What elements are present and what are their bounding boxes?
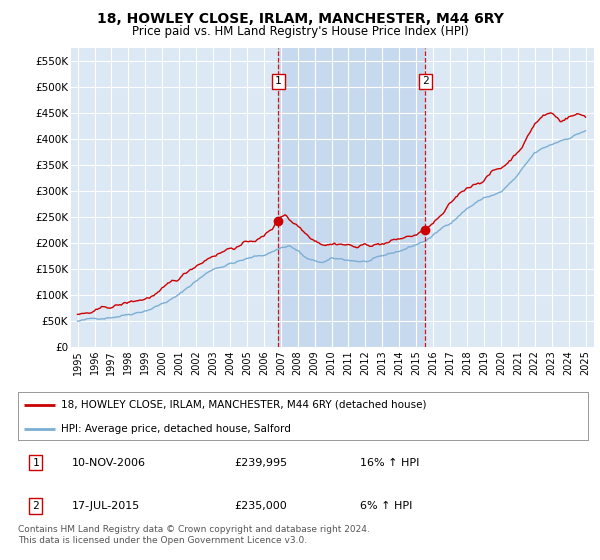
Text: 17-JUL-2015: 17-JUL-2015 <box>72 501 140 511</box>
Bar <box>278 48 425 347</box>
Text: Contains HM Land Registry data © Crown copyright and database right 2024.
This d: Contains HM Land Registry data © Crown c… <box>18 525 370 545</box>
Text: 18, HOWLEY CLOSE, IRLAM, MANCHESTER, M44 6RY: 18, HOWLEY CLOSE, IRLAM, MANCHESTER, M44… <box>97 12 503 26</box>
Text: 18, HOWLEY CLOSE, IRLAM, MANCHESTER, M44 6RY (detached house): 18, HOWLEY CLOSE, IRLAM, MANCHESTER, M44… <box>61 400 426 410</box>
Text: 16% ↑ HPI: 16% ↑ HPI <box>360 458 419 468</box>
Text: 6% ↑ HPI: 6% ↑ HPI <box>360 501 412 511</box>
Text: HPI: Average price, detached house, Salford: HPI: Average price, detached house, Salf… <box>61 424 290 434</box>
Text: 2: 2 <box>422 77 429 86</box>
Text: 1: 1 <box>275 77 282 86</box>
Text: £239,995: £239,995 <box>235 458 288 468</box>
Text: 10-NOV-2006: 10-NOV-2006 <box>72 458 146 468</box>
Text: £235,000: £235,000 <box>235 501 287 511</box>
Text: 2: 2 <box>32 501 39 511</box>
Text: 1: 1 <box>32 458 39 468</box>
Text: Price paid vs. HM Land Registry's House Price Index (HPI): Price paid vs. HM Land Registry's House … <box>131 25 469 38</box>
